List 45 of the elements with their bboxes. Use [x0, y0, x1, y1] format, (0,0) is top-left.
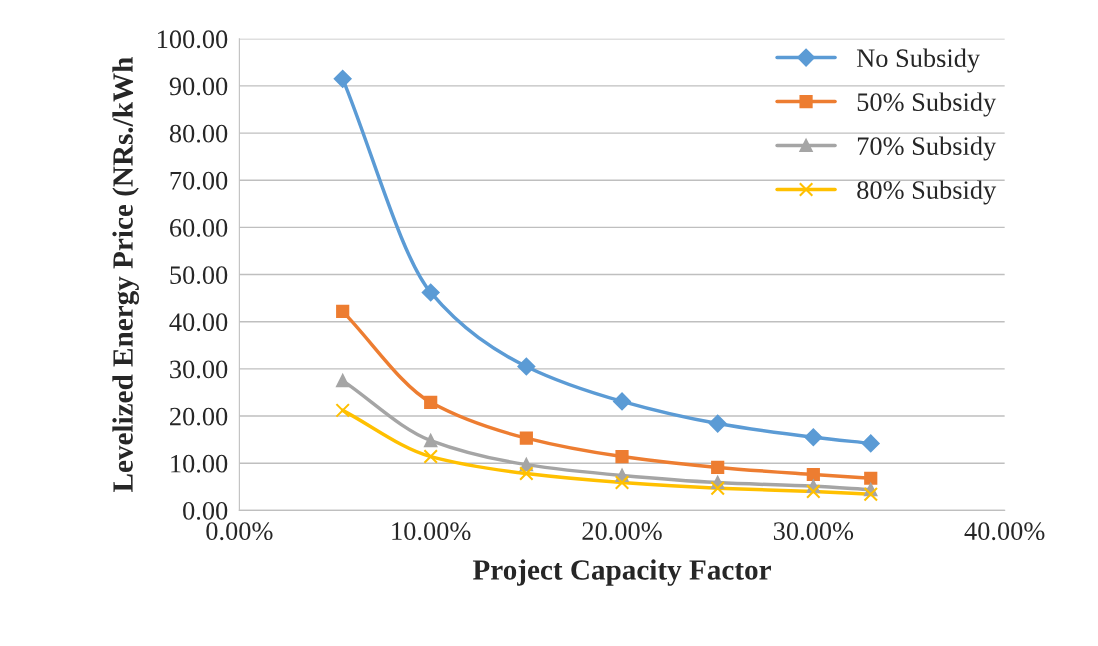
y-tick-label: 70.00 — [170, 171, 228, 190]
point — [861, 434, 880, 453]
y-tick-label: 50.00 — [170, 266, 228, 285]
point — [421, 283, 440, 302]
point — [424, 395, 438, 409]
point — [517, 357, 536, 376]
y-tick-label: 0.00 — [183, 501, 228, 520]
x-tick-label: 30.00% — [773, 522, 854, 541]
legend-label: 50% Subsidy — [857, 92, 997, 117]
y-axis-title: Levelized Energy Price (NRs./kWh — [112, 57, 140, 492]
point — [613, 392, 631, 411]
y-tick-label: 100.00 — [158, 30, 228, 49]
point — [864, 471, 878, 485]
x-axis-title: Project Capacity Factor — [472, 559, 771, 586]
legend-label: 80% Subsidy — [857, 180, 997, 205]
x-tick-label: 40.00% — [964, 522, 1045, 541]
x-tick-label: 0.00% — [206, 522, 273, 541]
point — [804, 428, 823, 447]
y-tick-label: 30.00 — [170, 360, 228, 379]
point — [806, 484, 821, 499]
x-tick-label: 20.00% — [582, 522, 662, 541]
y-tick-label: 40.00 — [169, 313, 228, 332]
point — [335, 403, 350, 418]
point — [711, 460, 725, 475]
y-tick-label: 60.00 — [170, 219, 228, 237]
point — [615, 449, 629, 464]
legend-label: No Subsidy — [856, 48, 981, 73]
x-tick-label: 10.00% — [392, 522, 471, 541]
point — [806, 467, 820, 482]
point — [424, 433, 438, 448]
point — [333, 69, 352, 88]
legend-label: 70% Subsidy — [857, 136, 997, 161]
point — [708, 414, 727, 433]
point — [336, 304, 350, 318]
y-tick-label: 10.00 — [171, 454, 228, 473]
y-tick-label: 80.00 — [169, 124, 228, 143]
point — [710, 480, 725, 496]
point — [519, 431, 533, 445]
point — [863, 487, 879, 502]
point — [336, 374, 350, 388]
point — [519, 466, 534, 481]
y-tick-label: 90.00 — [169, 77, 228, 96]
point — [614, 475, 630, 490]
y-tick-label: 20.00 — [170, 407, 228, 426]
point — [423, 449, 438, 464]
